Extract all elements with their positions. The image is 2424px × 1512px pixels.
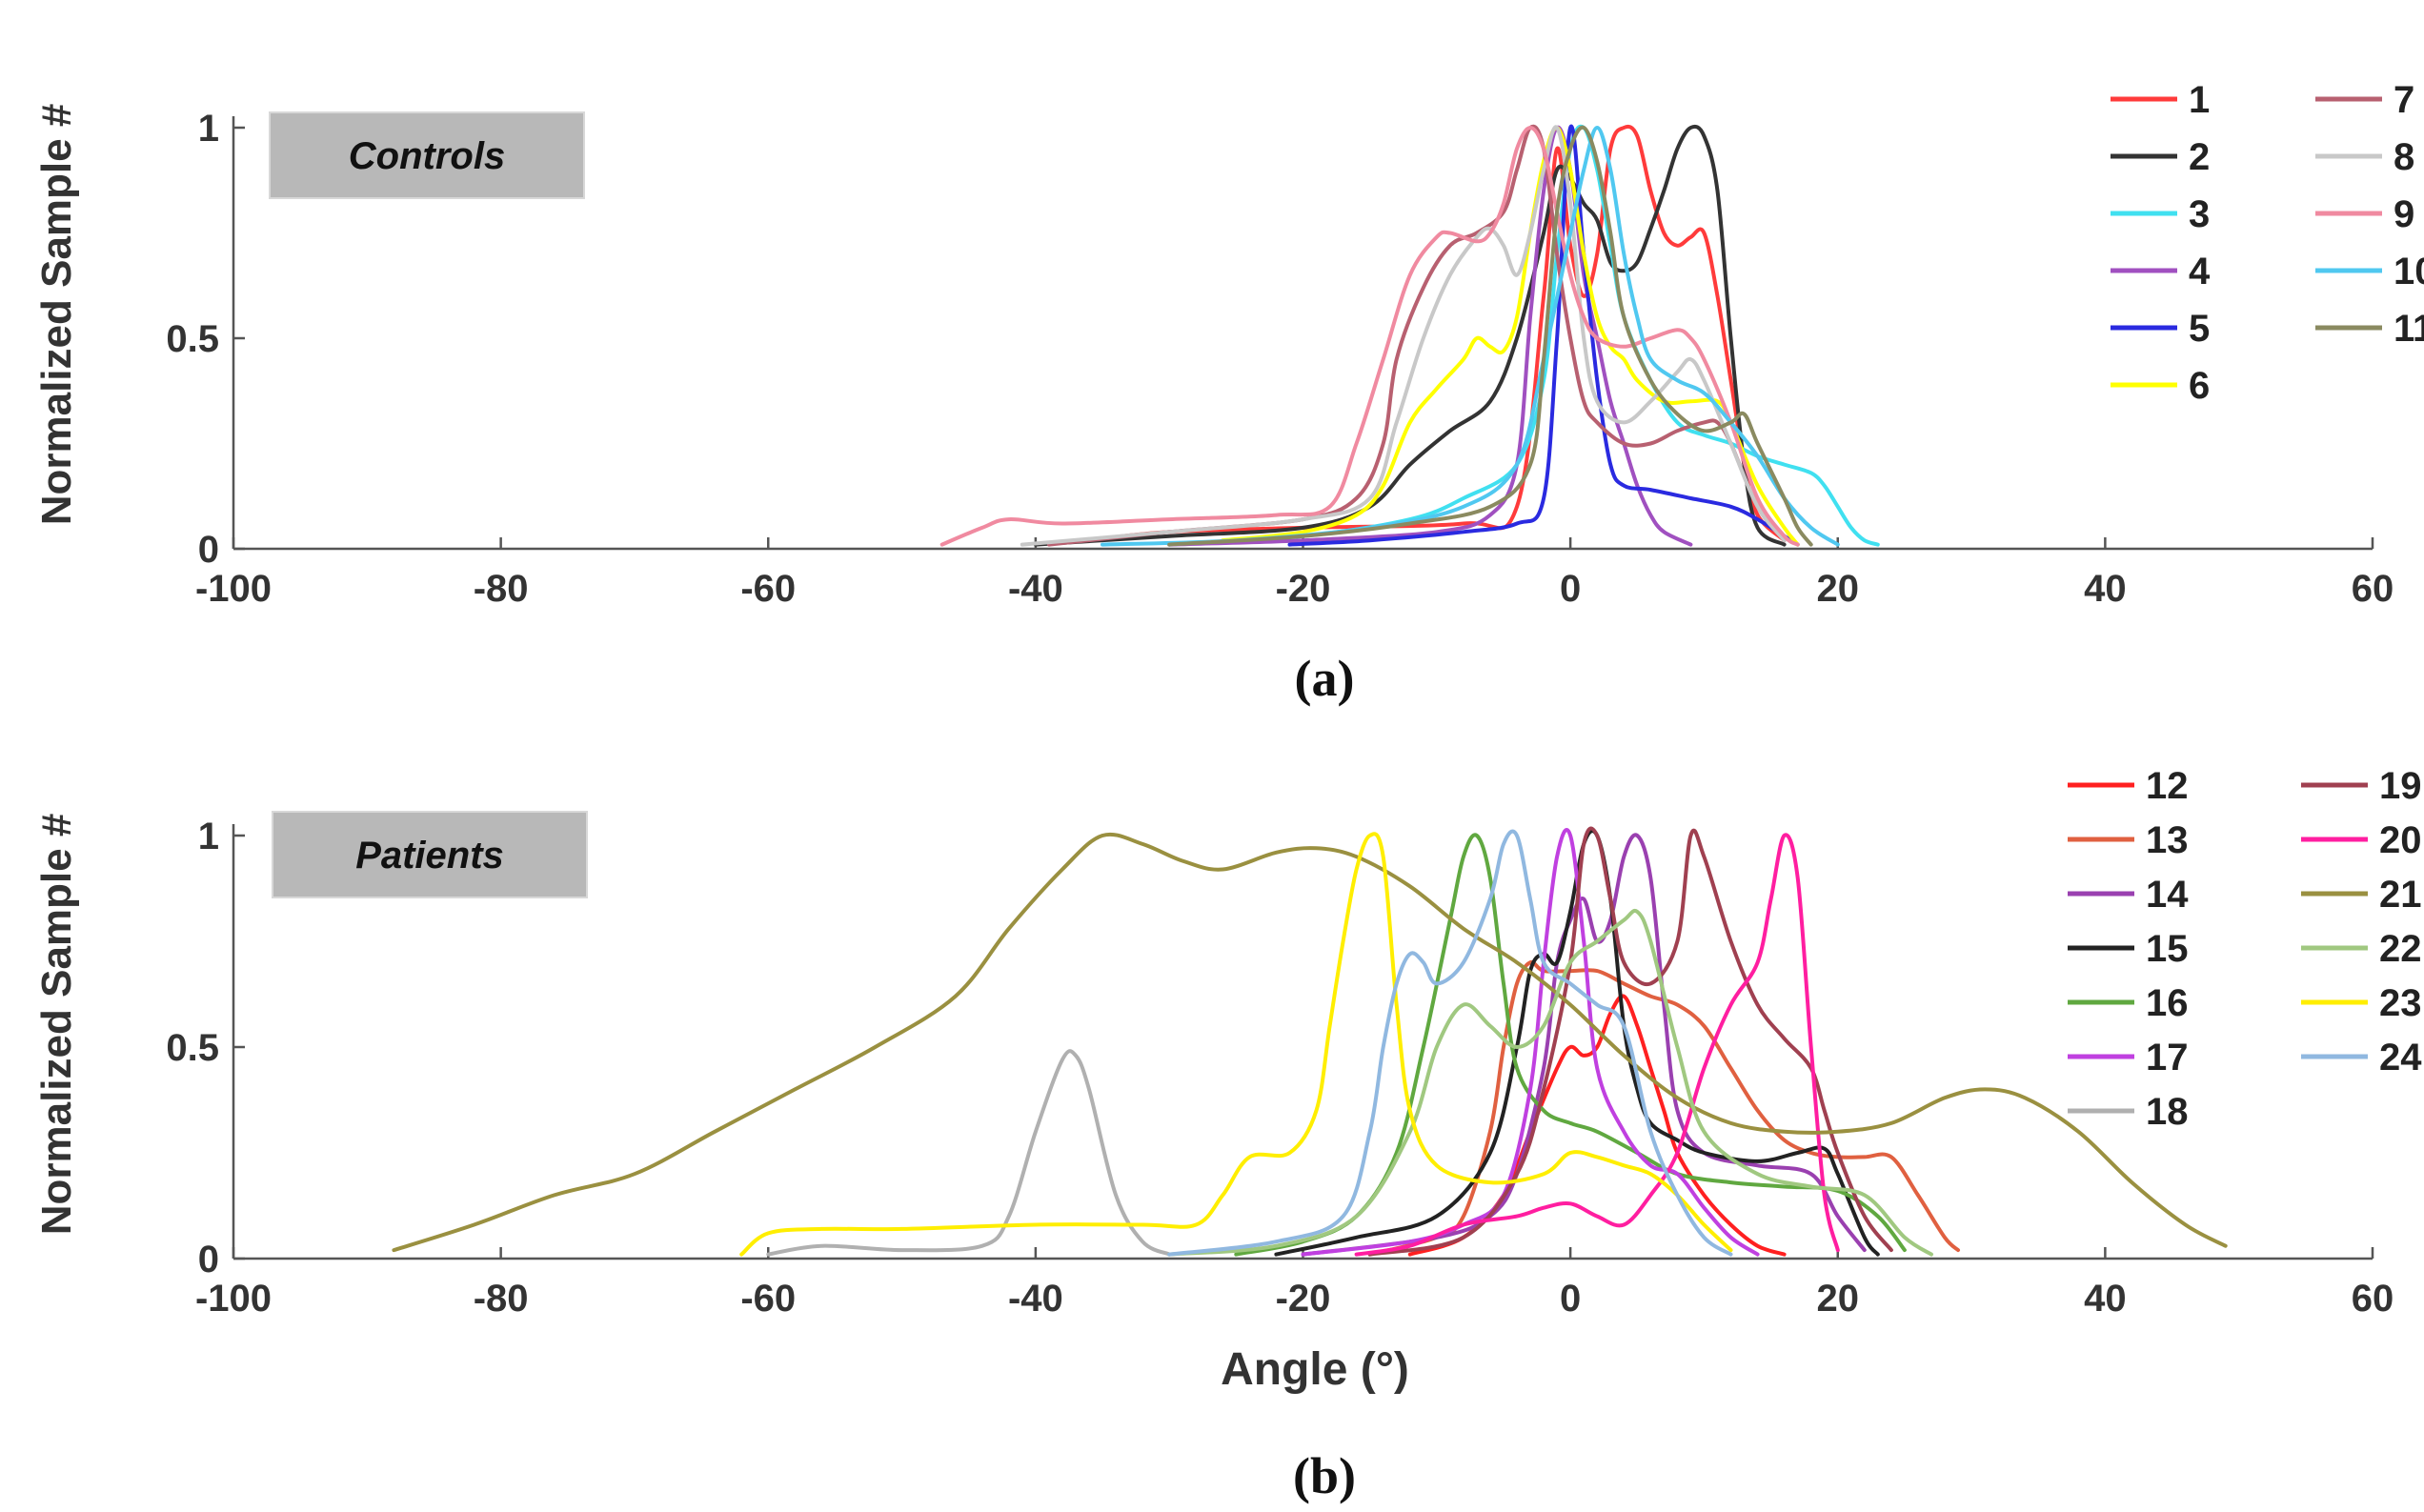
panel-a-legend-label-8: 8 <box>2394 136 2414 178</box>
panel-a-x-tick-label: -100 <box>195 568 272 610</box>
panel-a-y-tick-label: 1 <box>198 108 219 150</box>
panel-a-x-tick-label: -20 <box>1276 568 1331 610</box>
panel-b-y-tick-label: 0 <box>198 1239 219 1280</box>
panel-b-series-19-line <box>1367 826 1893 1257</box>
panel-b-legend-label-16: 16 <box>2146 982 2189 1024</box>
panel-a-x-tick-label: -40 <box>1008 568 1063 610</box>
panel-a-x-tick-label: -80 <box>474 568 529 610</box>
panel-b-x-tick-label: -80 <box>474 1278 529 1320</box>
panel-b-x-tick-label: 0 <box>1560 1278 1581 1320</box>
panel-b-x-tick-label: -60 <box>740 1278 796 1320</box>
panel-b-series-24-line <box>1167 829 1733 1257</box>
panel-b-x-tick-label: 20 <box>1817 1278 1860 1320</box>
panel-a-x-tick-label: 0 <box>1560 568 1581 610</box>
panel-a-legend-label-4: 4 <box>2189 251 2211 292</box>
panel-a-legend-label-2: 2 <box>2189 136 2210 178</box>
panel-b-legend-label-14: 14 <box>2146 874 2189 916</box>
panel-a-legend-label-5: 5 <box>2189 308 2210 350</box>
panel-b-ylabel: Normalized Sample # <box>33 814 80 1236</box>
panel-a-group-label-box <box>269 111 585 199</box>
panel-a-legend: 1 2 3 4 5 6 7 8 9 10 11 <box>2111 79 2424 407</box>
panel-a-ylabel: Normalized Sample # <box>33 104 80 526</box>
panel-b-legend-label-22: 22 <box>2379 928 2422 970</box>
panel-b-series-20-line <box>1354 833 1840 1257</box>
panel-b-series-21-line <box>392 832 2228 1253</box>
panel-b-legend-label-17: 17 <box>2146 1037 2189 1079</box>
panel-a-x-tick-label: 20 <box>1817 568 1860 610</box>
panel-a-y-tick-label: 0 <box>198 529 219 571</box>
panel-a-legend-label-3: 3 <box>2189 193 2210 235</box>
panel-a-controls: Normalized Sample # Controls (a) -100 -80… <box>33 79 2424 707</box>
panel-a-legend-label-6: 6 <box>2189 365 2210 407</box>
panel-b-series-23-line <box>739 832 1733 1257</box>
panel-a-series-10-line <box>1101 126 1840 547</box>
panel-a-legend-label-1: 1 <box>2189 79 2210 121</box>
panel-a-series-7-line <box>1046 124 1787 547</box>
panel-a-series-11-line <box>1167 125 1813 547</box>
panel-b-legend-label-13: 13 <box>2146 819 2189 861</box>
panel-a-legend-label-7: 7 <box>2394 79 2414 121</box>
panel-a-series-1-line <box>1087 124 1787 543</box>
panel-a-series-8-line <box>1020 125 1787 547</box>
panel-b-xlabel: Angle (°) <box>1221 1344 1409 1395</box>
panel-b-group-label: Patients <box>355 835 504 877</box>
panel-b-y-tick-label: 1 <box>198 816 219 857</box>
panel-b-legend-label-18: 18 <box>2146 1091 2189 1133</box>
panel-a-group-label: Controls <box>349 135 505 177</box>
panel-b-legend-label-24: 24 <box>2379 1037 2422 1079</box>
panel-b-legend: 12 13 14 15 16 17 18 19 20 21 22 23 24 <box>2068 765 2422 1133</box>
panel-b-x-tick-label: -40 <box>1008 1278 1063 1320</box>
panel-b-legend-label-19: 19 <box>2379 765 2422 807</box>
panel-a-x-tick-label: 60 <box>2352 568 2394 610</box>
panel-b-legend-label-21: 21 <box>2379 874 2422 916</box>
panel-a-legend-label-10: 10 <box>2394 251 2424 292</box>
panel-b-legend-label-23: 23 <box>2379 982 2422 1024</box>
panel-b-patients: Normalized Sample # Patients Angle (°) (… <box>33 765 2422 1504</box>
panel-b-group-label-box <box>272 811 588 898</box>
panel-b-x-tick-label: 40 <box>2084 1278 2127 1320</box>
panel-b-series-16-line <box>1234 833 1907 1257</box>
panel-b-caption: (b) <box>1293 1447 1356 1504</box>
panel-b-y-tick-label: 0.5 <box>166 1027 219 1069</box>
panel-a-legend-label-11: 11 <box>2394 308 2424 350</box>
panel-b-series-22-line <box>1167 908 1933 1257</box>
panel-b-series-17-line <box>1301 828 1760 1257</box>
panel-b-series-13-line <box>1367 959 1960 1257</box>
panel-b-x-tick-label: -20 <box>1276 1278 1331 1320</box>
panel-a-legend-label-9: 9 <box>2394 193 2414 235</box>
panel-a-y-tick-label: 0.5 <box>166 318 219 360</box>
panel-a-x-tick-label: 40 <box>2084 568 2127 610</box>
panel-b-legend-label-15: 15 <box>2146 928 2189 970</box>
panel-a-series-2-line <box>1033 124 1787 547</box>
panel-a-caption: (a) <box>1295 650 1355 707</box>
panel-a-series-9-line <box>939 126 1800 547</box>
panel-a-x-tick-label: -60 <box>740 568 796 610</box>
panel-b-x-tick-label: -100 <box>195 1278 272 1320</box>
panel-b-legend-label-20: 20 <box>2379 819 2422 861</box>
panel-b-x-tick-label: 60 <box>2352 1278 2394 1320</box>
panel-b-legend-label-12: 12 <box>2146 765 2189 807</box>
panel-b-series-18-line <box>766 1049 1172 1257</box>
